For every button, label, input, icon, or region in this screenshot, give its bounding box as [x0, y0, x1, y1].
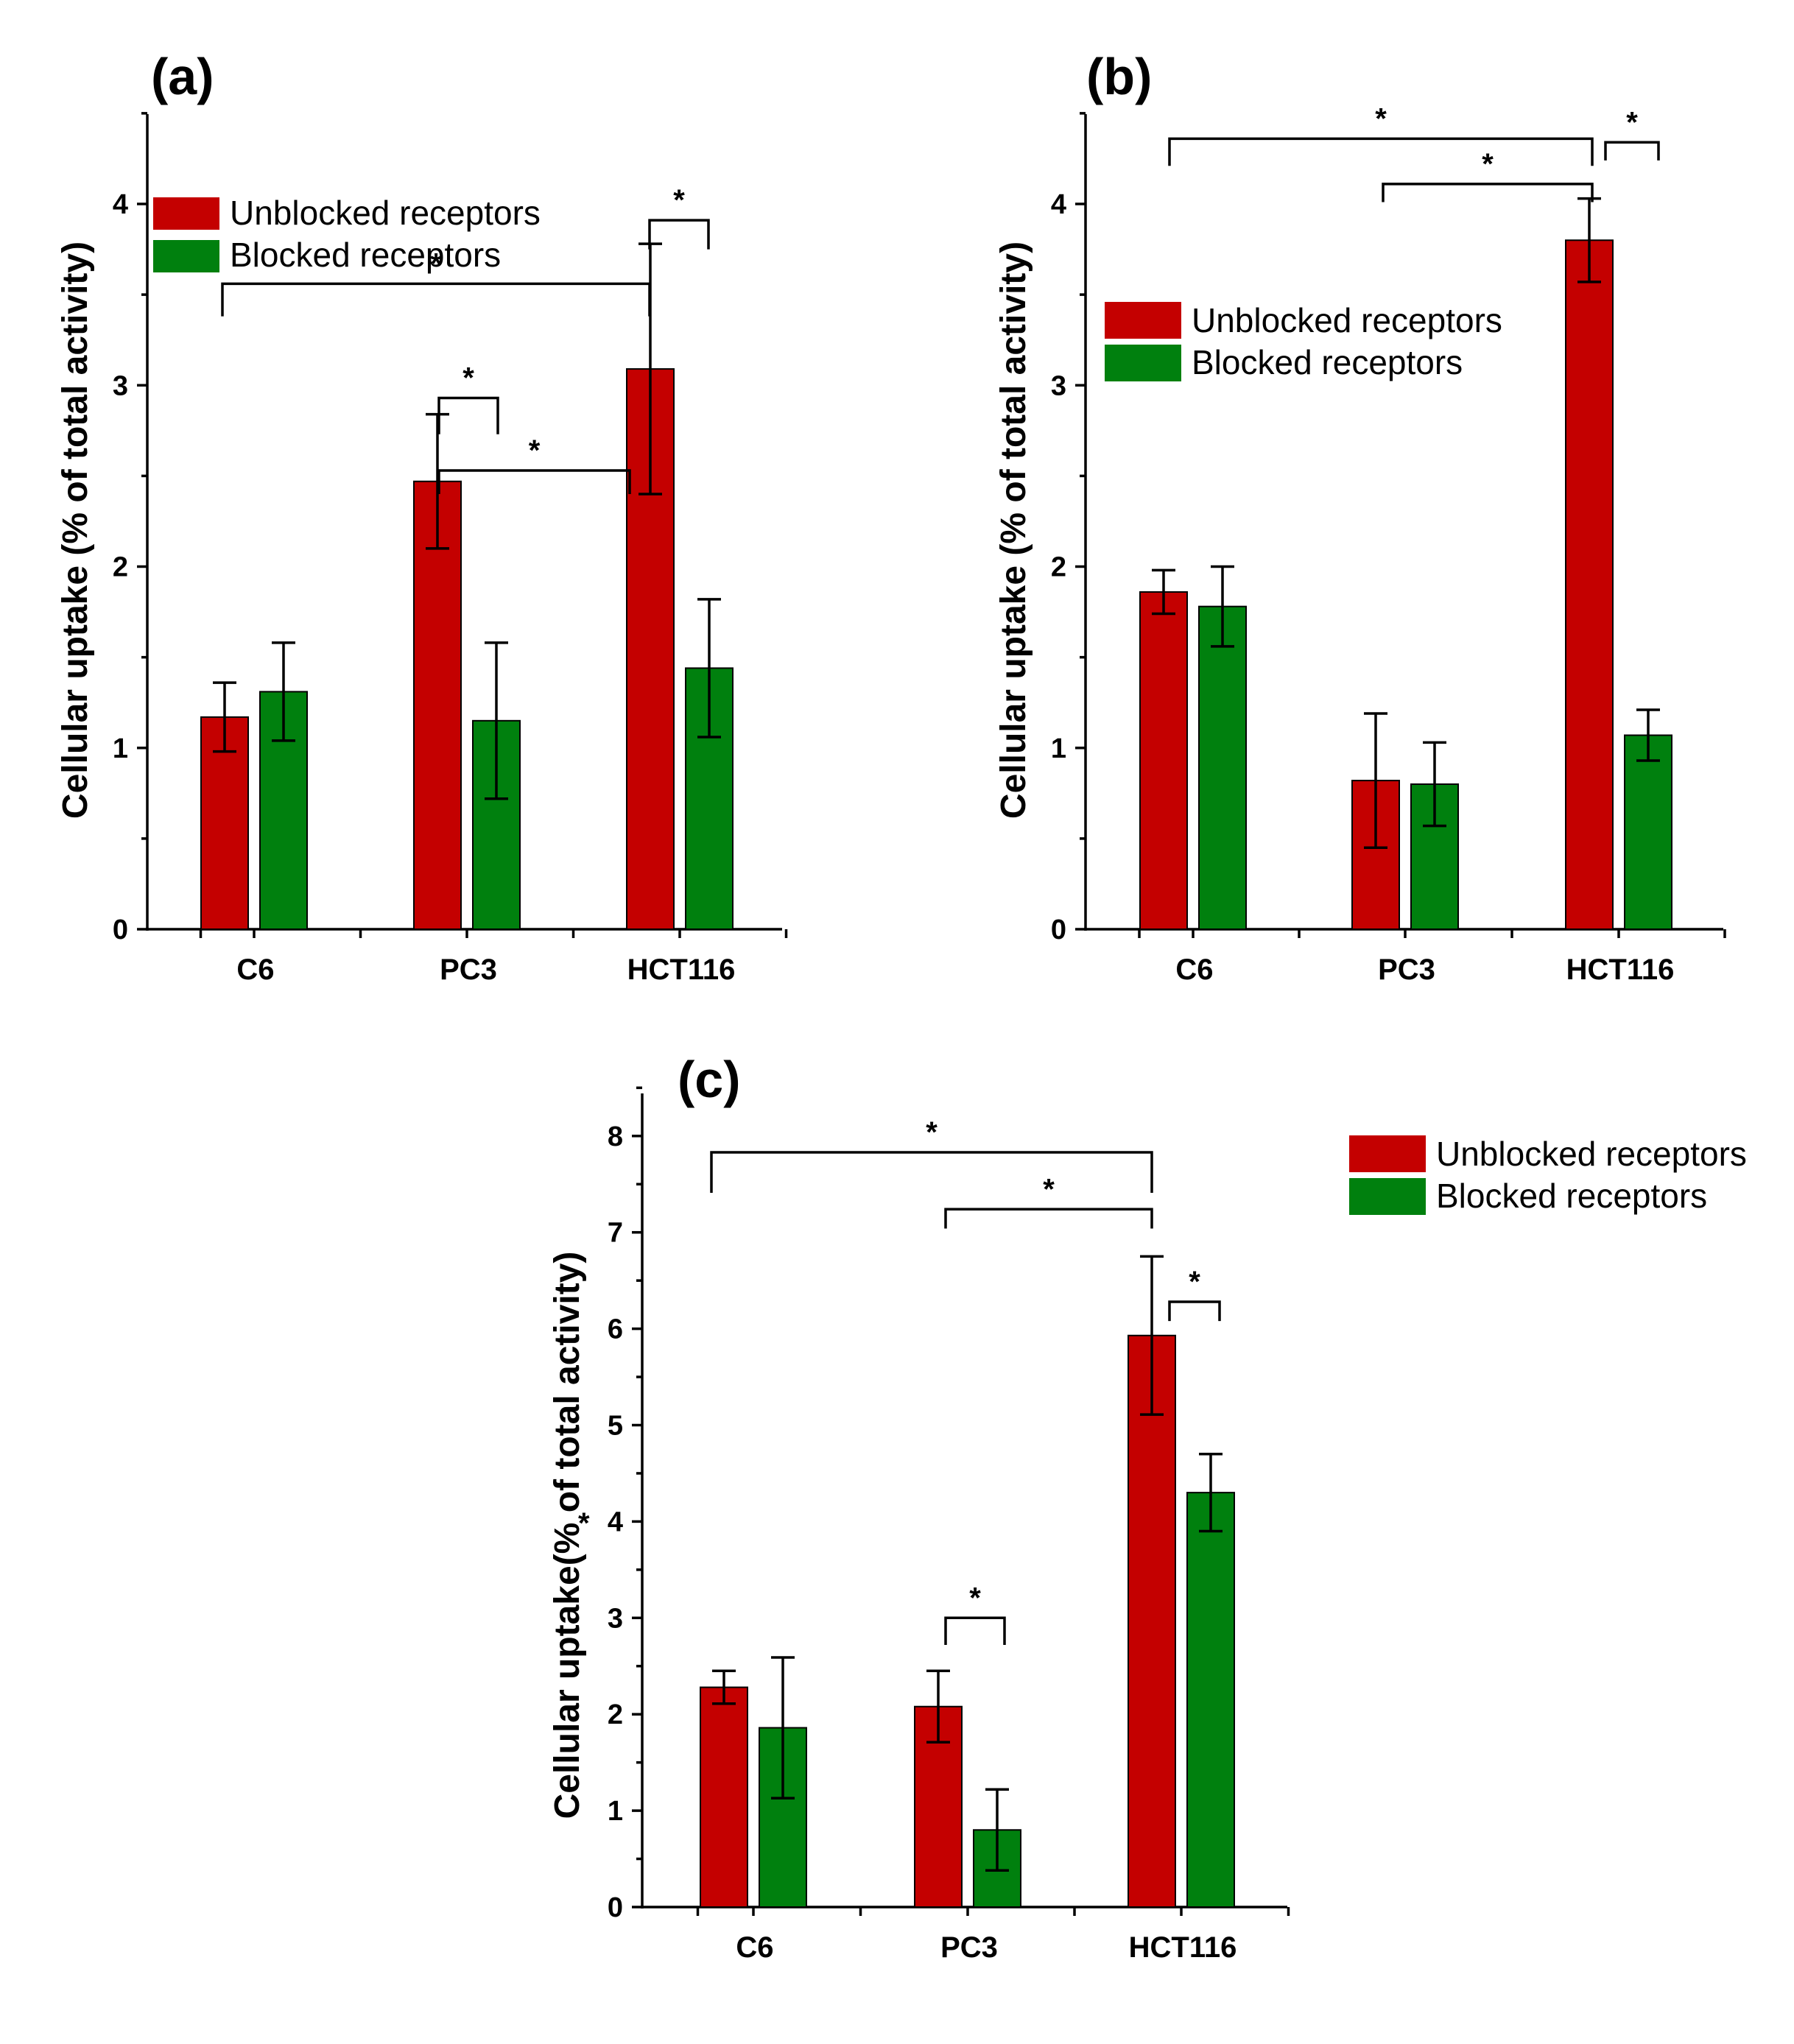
legend-swatch-unblocked: [1105, 302, 1181, 339]
x-category-label: C6: [736, 1931, 773, 1964]
panel-b: (b) Cellular uptake (% of total activity…: [994, 48, 1726, 986]
y-tick-label: 3: [608, 1603, 623, 1634]
significance-star: *: [969, 1582, 981, 1614]
y-tick-label: 7: [608, 1218, 623, 1249]
panel-c-label: (c): [678, 1051, 741, 1108]
panel-b-legend: Unblocked receptors Blocked receptors: [1105, 301, 1502, 381]
x-category-label: HCT116: [1566, 954, 1675, 986]
panel-a-legend: Unblocked receptors Blocked receptors: [153, 194, 541, 274]
bar-unblocked-c6: [700, 1686, 748, 1909]
bar-blocked-c6: [1198, 605, 1247, 930]
panel-b-ylabel: Cellular uptake (% of total activity): [994, 242, 1033, 819]
bar-unblocked-c6: [1139, 591, 1188, 930]
significance-bracket: [437, 469, 631, 494]
significance-bracket: [1168, 137, 1594, 166]
panel-c-legend: Unblocked receptors Blocked receptors: [1349, 1135, 1747, 1215]
significance-star: *: [1189, 1266, 1200, 1298]
y-tick-label: 4: [1051, 189, 1066, 220]
x-category-label: HCT116: [1129, 1931, 1237, 1964]
significance-star: *: [1482, 148, 1494, 180]
significance-star: *: [1626, 106, 1638, 138]
significance-bracket: [437, 396, 499, 434]
x-category-label: PC3: [1378, 954, 1435, 986]
y-tick-label: 1: [608, 1796, 623, 1827]
legend-label-blocked: Blocked receptors: [1192, 343, 1463, 381]
panel-a: (a) Cellular uptake (% of total activity…: [56, 48, 788, 986]
y-tick-label: 0: [1051, 914, 1066, 945]
legend-label-unblocked: Unblocked receptors: [1192, 301, 1502, 339]
significance-star: *: [462, 362, 474, 394]
y-tick-label: 4: [608, 1506, 623, 1537]
panel-c-plot: 0 1 2 3 4 5 6 7 8 C6 PC3 HCT116 * * * *: [608, 1086, 1290, 1964]
significance-bracket: [710, 1151, 1153, 1194]
legend-label-blocked: Blocked receptors: [1436, 1177, 1707, 1215]
y-tick-label: 6: [608, 1314, 623, 1345]
panel-b-plot: 0 1 2 3 4 C6 PC3 HCT116 * * *: [1051, 102, 1726, 986]
legend-swatch-unblocked: [153, 197, 219, 230]
significance-bracket: [1604, 141, 1660, 161]
significance-star: *: [1043, 1173, 1055, 1205]
legend-swatch-blocked: [153, 240, 219, 272]
legend-label-unblocked: Unblocked receptors: [230, 194, 541, 232]
bar-unblocked-pc3: [413, 480, 462, 930]
significance-star: *: [926, 1116, 938, 1149]
significance-star: *: [1375, 102, 1387, 135]
panel-a-plot: 0 1 2 3 4 C6 PC3 HCT116 * * * *: [113, 112, 788, 986]
x-category-label: PC3: [940, 1931, 998, 1964]
panel-a-label: (a): [151, 48, 214, 105]
bar-unblocked-hct116: [1128, 1334, 1176, 1908]
significance-bracket: [1382, 183, 1594, 202]
panel-a-ylabel: Cellular uptake (% of total activity): [56, 242, 95, 819]
significance-bracket: [1168, 1300, 1221, 1322]
y-tick-label: 0: [113, 914, 128, 945]
significance-bracket: [944, 1616, 1006, 1645]
legend-label-blocked: Blocked receptors: [230, 236, 501, 274]
significance-bracket: [221, 282, 651, 317]
y-tick-label: 1: [1051, 733, 1066, 764]
significance-star: *: [673, 184, 685, 216]
y-tick-label: 2: [608, 1699, 623, 1730]
panel-c-stray-star: *: [578, 1507, 590, 1540]
y-tick-label: 8: [608, 1121, 623, 1152]
y-tick-label: 4: [113, 189, 128, 220]
legend-label-unblocked: Unblocked receptors: [1436, 1135, 1747, 1173]
y-tick-label: 1: [113, 733, 128, 764]
y-tick-label: 3: [1051, 370, 1066, 401]
x-category-label: C6: [236, 954, 274, 986]
bar-blocked-hct116: [1624, 734, 1672, 930]
significance-star: *: [430, 247, 442, 280]
significance-star: *: [529, 434, 541, 467]
panel-c-ylabel: Cellular uptake(% of total activity): [548, 1252, 587, 1819]
y-tick-label: 5: [608, 1411, 623, 1442]
x-category-label: HCT116: [627, 954, 736, 986]
panel-c: (c) Cellular uptake(% of total activity)…: [548, 1051, 1747, 1964]
x-category-label: PC3: [440, 954, 497, 986]
y-tick-label: 0: [608, 1892, 623, 1923]
y-tick-label: 2: [113, 552, 128, 583]
bar-unblocked-hct116: [1565, 239, 1614, 930]
legend-swatch-unblocked: [1349, 1135, 1426, 1172]
legend-swatch-blocked: [1349, 1178, 1426, 1215]
legend-swatch-blocked: [1105, 345, 1181, 381]
panel-b-label: (b): [1086, 48, 1152, 105]
y-tick-label: 3: [113, 370, 128, 401]
x-category-label: C6: [1175, 954, 1213, 986]
significance-bracket: [648, 219, 710, 250]
significance-bracket: [944, 1208, 1153, 1229]
y-tick-label: 2: [1051, 552, 1066, 583]
bar-blocked-hct116: [1186, 1492, 1235, 1908]
